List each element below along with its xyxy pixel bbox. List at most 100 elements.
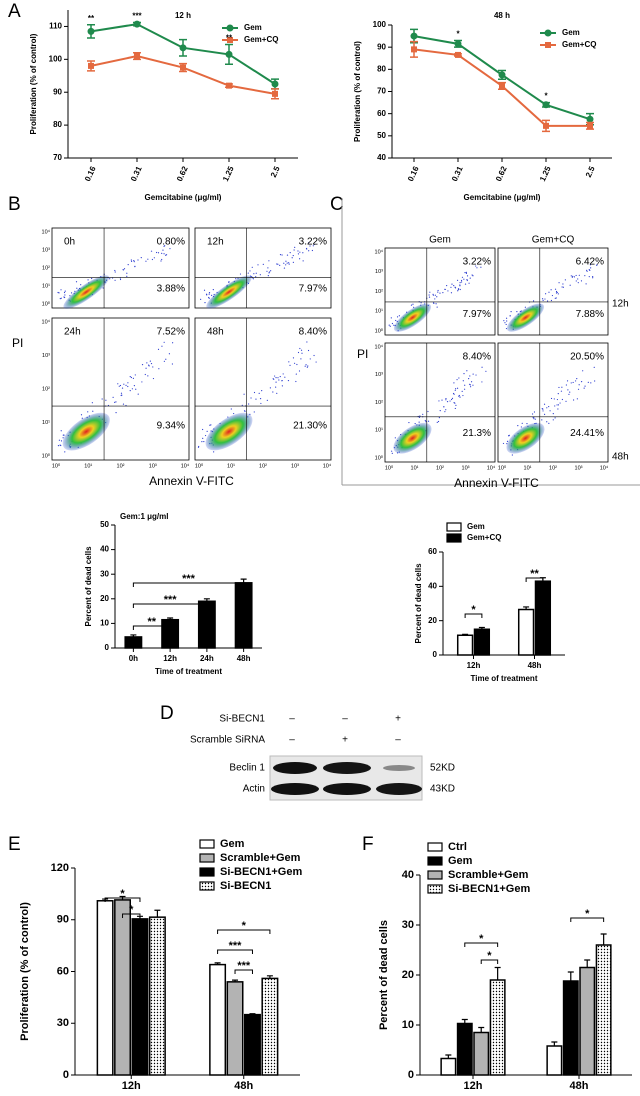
- x-tick-label: 0.62: [494, 164, 509, 182]
- cell-dot: [510, 311, 512, 313]
- y-tick-label: 80: [53, 120, 62, 129]
- cell-dot: [391, 450, 393, 452]
- cell-dot: [436, 306, 438, 308]
- cell-dot: [239, 273, 242, 275]
- cell-dot: [438, 417, 440, 419]
- cell-dot: [283, 262, 285, 264]
- chart-title: 48 h: [494, 11, 510, 20]
- y-tick-label: 60: [57, 965, 69, 977]
- cell-dot: [279, 254, 282, 256]
- cell-dot: [117, 383, 119, 385]
- cell-dot: [398, 315, 400, 317]
- cell-dot: [454, 407, 456, 410]
- cell-dot: [148, 364, 150, 366]
- data-point: [134, 53, 140, 60]
- legend-swatch: [199, 867, 215, 877]
- cell-dot: [466, 370, 468, 372]
- legend-swatch: [446, 522, 462, 532]
- x-tick-label: 48h: [237, 654, 251, 663]
- cell-dot: [134, 374, 136, 376]
- cell-dot: [441, 399, 443, 401]
- cell-dot: [459, 288, 461, 291]
- y-tick-label: 30: [57, 1017, 69, 1029]
- lower-right-percent: 7.88%: [576, 309, 604, 320]
- cell-dot: [293, 249, 295, 251]
- legend-swatch: [199, 881, 215, 891]
- cell-dot: [586, 269, 588, 271]
- cell-dot: [576, 378, 578, 380]
- cell-dot: [580, 381, 583, 383]
- significance: ***: [229, 940, 243, 952]
- cell-dot: [164, 245, 166, 247]
- upper-right-percent: 3.22%: [463, 257, 491, 268]
- band: [323, 762, 371, 774]
- y-tick-label: 90: [53, 87, 62, 96]
- bar: [148, 916, 166, 1076]
- data-point: [87, 27, 95, 35]
- cell-dot: [277, 377, 279, 379]
- cell-dot: [203, 289, 206, 291]
- cell-dot: [565, 400, 567, 402]
- cell-dot: [427, 410, 429, 413]
- cell-dot: [262, 263, 264, 266]
- cell-dot: [558, 282, 560, 284]
- cell-dot: [161, 258, 163, 261]
- cell-dot: [457, 290, 459, 292]
- cell-dot: [569, 391, 571, 393]
- cell-dot: [457, 288, 460, 290]
- cell-dot: [395, 319, 397, 322]
- cell-dot: [161, 345, 163, 347]
- lower-right-percent: 9.34%: [157, 421, 185, 432]
- cell-dot: [101, 398, 103, 400]
- cell-dot: [481, 366, 483, 368]
- cell-dot: [211, 294, 213, 297]
- cell-dot: [160, 260, 162, 262]
- cell-dot: [294, 246, 296, 248]
- flow-x-tick-label: 10²: [549, 465, 557, 471]
- cell-dot: [253, 273, 255, 275]
- cell-dot: [533, 411, 536, 413]
- cell-dot: [447, 290, 449, 292]
- bar: [473, 628, 491, 656]
- cell-dot: [62, 437, 64, 439]
- cell-cloud: [393, 303, 432, 332]
- cell-dot: [230, 408, 232, 410]
- cell-dot: [464, 283, 467, 285]
- cell-dot: [157, 252, 160, 254]
- flow-x-tick-label: 10⁰: [385, 464, 394, 471]
- flow-y-tick-label: 10³: [375, 269, 383, 275]
- cell-dot: [313, 243, 315, 246]
- cell-dot: [255, 398, 257, 400]
- cell-dot: [114, 269, 116, 272]
- cell-dot: [396, 316, 399, 318]
- cell-dot: [456, 379, 458, 381]
- x-tick-label: 1.25: [221, 164, 236, 182]
- y-tick-label: 20: [100, 594, 109, 603]
- x-tick-label: 12h: [122, 1080, 141, 1092]
- cell-dot: [300, 349, 303, 351]
- cell-dot: [119, 384, 122, 387]
- cell-dot: [276, 392, 278, 394]
- cell-dot: [289, 364, 291, 366]
- cell-dot: [259, 274, 261, 276]
- cell-dot: [212, 289, 214, 291]
- cell-dot: [153, 257, 155, 259]
- flow-y-tick-label: 10³: [42, 353, 50, 359]
- cell-dot: [585, 283, 587, 285]
- panel-label: E: [8, 834, 21, 855]
- cell-dot: [461, 390, 463, 392]
- cell-dot: [480, 266, 482, 268]
- cell-dot: [472, 373, 474, 375]
- cell-dot: [424, 419, 426, 422]
- cell-dot: [204, 302, 206, 304]
- cell-dot: [454, 389, 456, 391]
- cell-dot: [469, 375, 471, 377]
- data-point: [543, 122, 549, 129]
- cell-dot: [453, 285, 455, 287]
- lower-right-percent: 7.97%: [463, 309, 491, 320]
- data-point: [272, 90, 278, 97]
- cell-dot: [580, 280, 583, 282]
- cell-dot: [544, 298, 546, 300]
- cell-dot: [235, 278, 237, 280]
- cell-dot: [244, 410, 246, 412]
